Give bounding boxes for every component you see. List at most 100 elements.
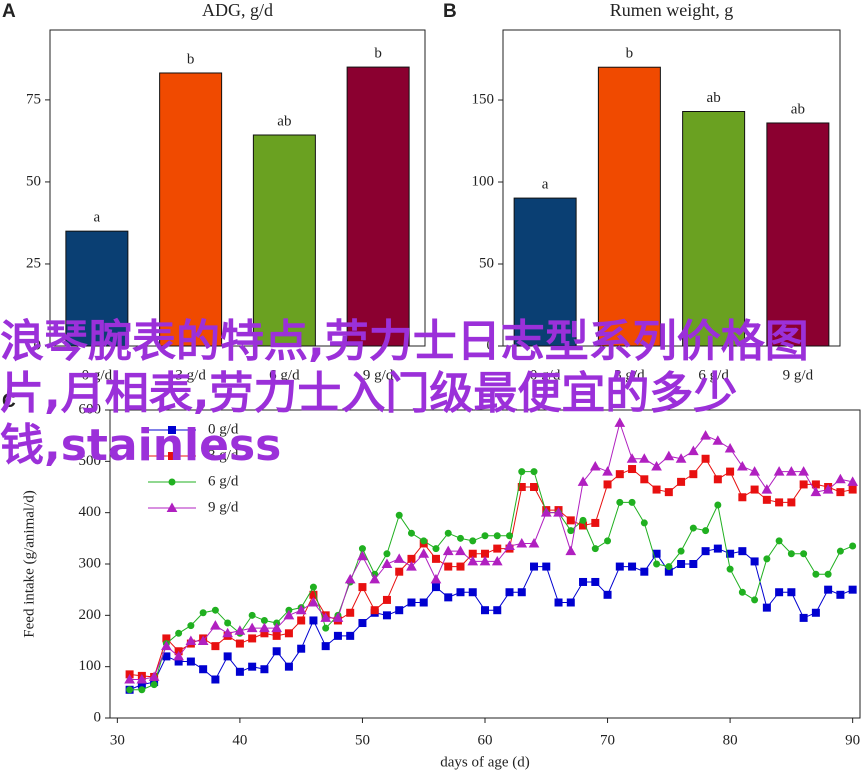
marker [589,460,601,471]
series-markers [125,544,857,694]
marker [726,549,735,558]
marker [724,442,736,453]
marker [506,532,514,540]
marker [234,625,246,635]
marker [848,585,857,594]
y-tick-label: 100 [79,658,102,674]
marker [370,606,379,615]
legend-label: 3 g/d [208,447,239,463]
marker [689,560,698,568]
bar-annotation: ab [277,113,291,129]
marker [320,612,332,622]
marker [136,673,148,684]
marker [702,527,710,535]
y-tick-label: 25 [26,255,41,271]
marker [297,644,306,653]
marker [664,488,673,497]
bar-annotation: b [626,46,634,62]
marker [505,588,514,597]
marker [604,537,612,545]
marker [762,603,771,612]
marker [640,475,649,484]
marker [775,588,784,597]
bar-annotation: ab [791,101,805,117]
marker [799,480,808,489]
marker [751,596,759,604]
marker [187,622,195,630]
marker [168,426,176,434]
marker [224,619,232,627]
marker [528,537,540,548]
marker [173,650,184,661]
marker [272,647,281,656]
marker [481,532,489,540]
y-tick-label: 0 [34,337,42,353]
marker [309,583,317,591]
panel-label: B [443,1,457,22]
marker [530,483,539,491]
marker [346,608,355,617]
marker [677,560,686,568]
marker [175,629,183,637]
marker [295,604,307,615]
marker [418,548,430,558]
marker [810,486,822,497]
marker [504,540,515,551]
marker [420,537,428,545]
panel-label: A [2,1,16,22]
marker [456,562,465,571]
marker [308,596,319,607]
marker [161,640,172,651]
marker [186,657,195,666]
x-tick-label: 3 g/d [175,367,206,383]
marker [358,619,367,628]
marker [824,585,833,594]
marker [168,478,176,486]
marker [138,686,146,694]
chart-title: Rumen weight, g [610,0,734,20]
marker [235,639,244,648]
x-tick-label: 60 [478,732,493,748]
marker [444,562,453,571]
marker [444,529,452,537]
marker [223,652,232,661]
marker [248,611,256,619]
x-tick-label: 9 g/d [783,367,814,383]
marker [393,553,405,563]
x-tick-label: 0 g/d [530,367,561,383]
marker [738,588,746,596]
marker [185,635,197,645]
y-tick-label: 300 [79,555,102,571]
marker [358,583,367,592]
marker [701,454,710,463]
marker [628,562,637,571]
marker [517,588,526,597]
marker [530,468,538,476]
marker [369,573,381,584]
marker [812,570,820,578]
bar [346,66,410,347]
marker [383,550,391,558]
marker [848,485,857,494]
marker [800,550,808,558]
legend-marker [168,478,176,486]
marker [677,547,685,555]
legend-label: 6 g/d [208,473,239,489]
marker [799,613,808,622]
marker [689,524,697,532]
marker [430,573,442,584]
bar-annotation: b [374,46,382,62]
series-line [129,471,853,691]
marker [321,642,330,651]
marker [456,534,464,542]
marker [786,466,797,476]
bar [159,72,223,347]
marker [835,473,846,484]
marker [638,453,650,463]
overlay-text: 浪琴腕表的特点,劳力士日志型系列价格图片,月相表,劳力士入门级最便宜的多少钱,s… [0,316,809,471]
bar [252,134,316,347]
y-axis-label: Feed intake (g/animal/d) [21,490,37,637]
marker [272,631,281,640]
marker [836,488,845,497]
